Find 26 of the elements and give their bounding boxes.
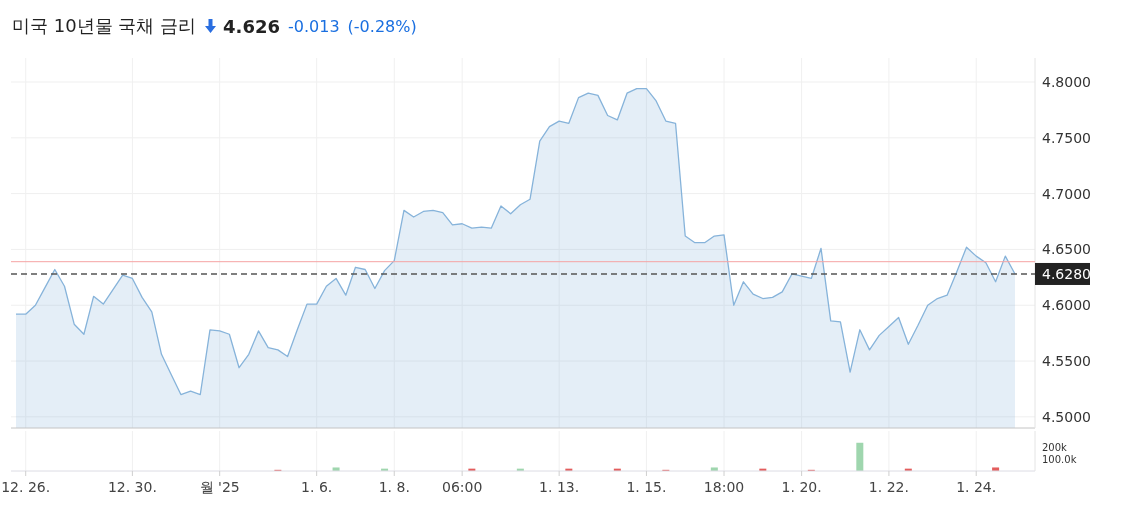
y-tick-label: 4.6000 xyxy=(1042,297,1091,314)
x-tick-label: 12. 30. xyxy=(107,479,157,495)
y-tick-label: 4.7500 xyxy=(1042,129,1091,146)
text: -0.013 xyxy=(288,16,340,36)
x-tick-label: 1. 24. xyxy=(956,479,997,495)
x-tick-label: 1. 22. xyxy=(868,479,909,495)
y-tick-label: 4.6500 xyxy=(1042,241,1091,258)
x-tick-label: 18:00 xyxy=(703,479,745,495)
text: 4.626 xyxy=(223,15,281,37)
chart-title: 미국 10년물 국채 금리 xyxy=(12,14,197,38)
y-tick-label: 4.8000 xyxy=(1042,74,1091,90)
x-tick-label: 1. 13. xyxy=(539,479,580,495)
y-tick-label: 4.5000 xyxy=(1042,408,1091,425)
x-tick-label: 월 '25 xyxy=(199,479,240,495)
text: (-0.28%) xyxy=(347,16,417,36)
x-tick-label: 1. 20. xyxy=(781,479,822,495)
x-tick-label: 1. 6. xyxy=(301,479,333,495)
y-tick-label: 100.0k xyxy=(1042,453,1077,465)
x-tick-label: 1. 15. xyxy=(626,479,667,495)
y-tick-label: 200k xyxy=(1042,441,1068,453)
x-tick-label: 06:00 xyxy=(441,479,483,495)
ref-line-label: 4.6280 xyxy=(1042,265,1091,282)
x-tick-label: 12. 26. xyxy=(1,479,51,495)
y-tick-label: 4.5500 xyxy=(1042,353,1091,370)
y-tick-label: 4.7000 xyxy=(1042,185,1091,202)
x-tick-label: 1. 8. xyxy=(378,479,410,495)
